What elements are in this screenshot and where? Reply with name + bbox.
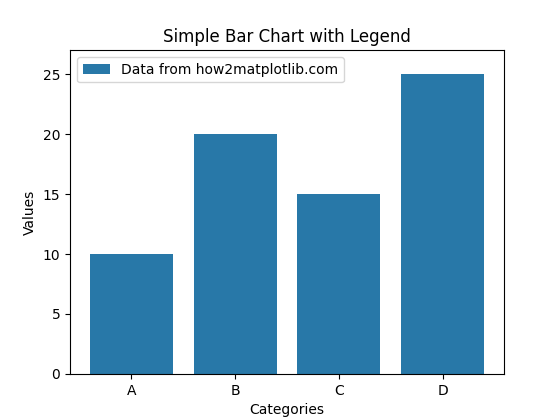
Legend: Data from how2matplotlib.com: Data from how2matplotlib.com xyxy=(77,58,344,82)
Bar xyxy=(297,194,380,374)
Bar xyxy=(194,134,277,374)
Bar xyxy=(90,254,173,374)
X-axis label: Categories: Categories xyxy=(250,403,324,417)
Y-axis label: Values: Values xyxy=(23,189,37,235)
Bar xyxy=(401,74,484,374)
Title: Simple Bar Chart with Legend: Simple Bar Chart with Legend xyxy=(163,28,411,46)
